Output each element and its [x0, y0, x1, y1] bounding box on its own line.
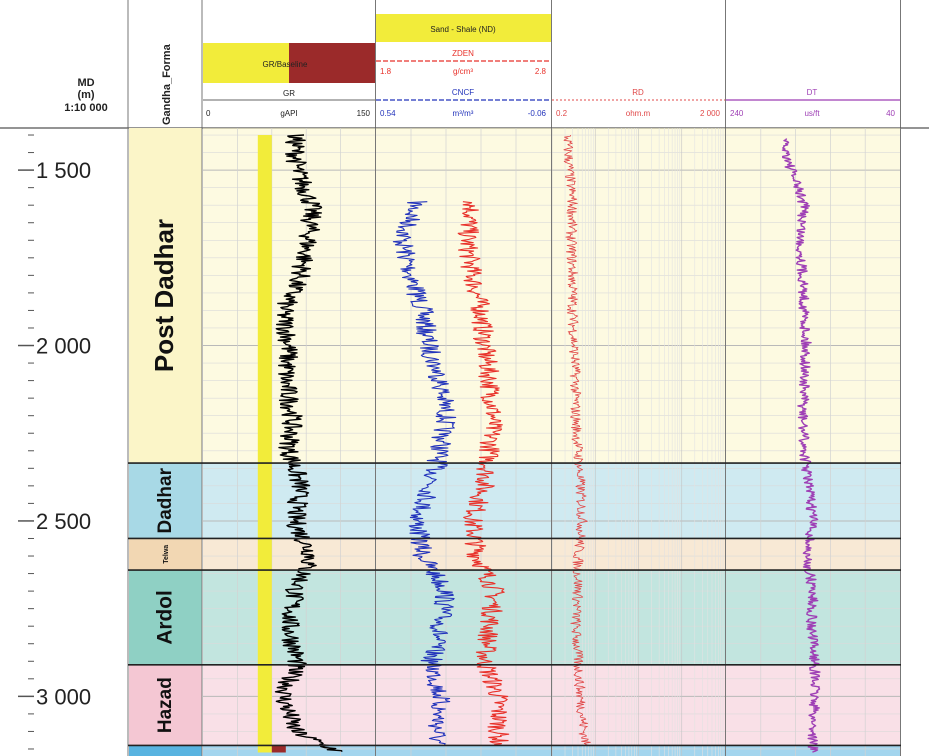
dt-curve-name: DT: [807, 88, 818, 97]
formation-band-4: [129, 664, 202, 746]
gr-shale-fill: [271, 745, 286, 753]
depth-tick-label: 2 500: [36, 509, 91, 534]
formation-label: Dadhar: [155, 467, 176, 533]
curve-rd: [563, 135, 591, 746]
formation-boundaries: [128, 462, 901, 747]
cncf-max-label: -0.06: [528, 109, 547, 118]
gr-fill-label: GR/Baseline: [263, 60, 308, 69]
gr-sand-fill: [257, 135, 272, 753]
rd-curve-name: RD: [632, 88, 644, 97]
depth-tick-label: 2 000: [36, 334, 91, 359]
depth-axis: 1 500 2 000 2 500 3 000: [18, 134, 91, 750]
depth-header-scale: 1:10 000: [64, 102, 107, 114]
gr-max-label: 150: [357, 109, 371, 118]
rd-min-label: 0.2: [556, 109, 568, 118]
nd-fill-sand-swatch: [376, 14, 551, 42]
curve-cncf: [392, 201, 457, 746]
formation-track-title: Gandha_Forma: [161, 43, 173, 125]
dt-unit-label: us/ft: [804, 109, 820, 118]
depth-tick-label: 3 000: [36, 684, 91, 709]
cncf-unit-label: m³/m³: [453, 109, 474, 118]
zden-unit-label: g/cm³: [453, 67, 473, 76]
gr-curve-name: GR: [283, 89, 295, 98]
chart-header: MD (m) 1:10 000 Gandha_Forma GR/Baseline…: [0, 0, 929, 129]
curve-dt: [781, 138, 821, 753]
formation-label: Hazad: [155, 677, 176, 733]
formation-band-5: [129, 745, 202, 756]
rd-unit-label: ohm.m: [626, 109, 651, 118]
nd-fill-label: Sand - Shale (ND): [430, 25, 496, 34]
gr-unit-label: gAPI: [280, 109, 297, 118]
rd-max-label: 2 000: [700, 109, 721, 118]
formation-label: Ardol: [154, 590, 177, 644]
cncf-min-label: 0.54: [380, 109, 396, 118]
gr-min-label: 0: [206, 109, 211, 118]
track-grid: [127, 128, 901, 756]
formation-band-0: [129, 128, 202, 464]
formation-label: Post Dadhar: [149, 219, 179, 372]
depth-header-md: MD: [77, 77, 94, 89]
formation-label: Telwa: [163, 545, 170, 564]
zden-curve-name: ZDEN: [452, 49, 474, 58]
formation-band-2: [129, 538, 202, 571]
depth-header-unit: (m): [77, 89, 94, 101]
log-curves: [257, 134, 821, 753]
dt-min-label: 240: [730, 109, 744, 118]
dt-max-label: 40: [886, 109, 895, 118]
gr-fill-shale-swatch: [289, 43, 375, 83]
depth-tick-label: 1 500: [36, 158, 91, 183]
cncf-curve-name: CNCF: [452, 88, 474, 97]
zden-max-label: 2.8: [535, 67, 547, 76]
formation-band-3: [129, 570, 202, 665]
formation-labels: Post Dadhar Dadhar Telwa Ardol Hazad: [149, 219, 179, 733]
formation-bands: [129, 128, 900, 756]
curve-zden: [457, 201, 510, 746]
curve-gr: [274, 134, 343, 753]
gr-fill-sand-swatch: [203, 43, 289, 83]
formation-band-1: [129, 463, 202, 539]
zden-min-label: 1.8: [380, 67, 392, 76]
